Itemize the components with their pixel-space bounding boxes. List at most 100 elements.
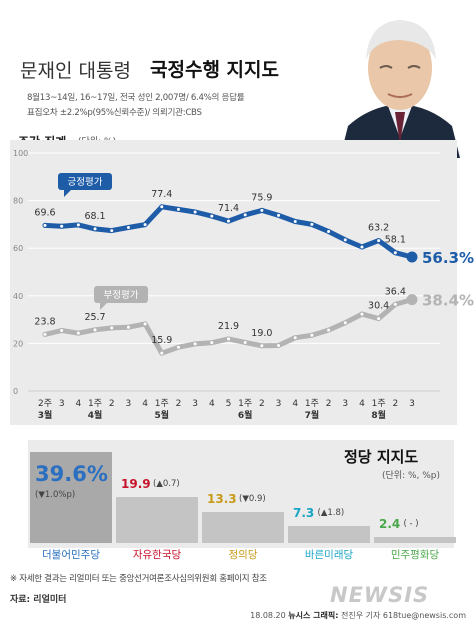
negative-point: [359, 311, 365, 317]
footer-note: ※ 자세한 결과는 리얼미터 또는 중앙선거여론조사심의위원회 홈페이지 참조: [10, 574, 267, 584]
negative-point: [406, 294, 418, 306]
positive-point: [259, 207, 265, 213]
party-change-label: (▼1.0%p): [35, 489, 76, 500]
newsis-watermark: NEWSIS: [330, 583, 430, 607]
party-bar: [202, 512, 284, 543]
negative-point: [276, 343, 282, 349]
negative-point: [376, 316, 382, 322]
negative-point: [59, 328, 65, 334]
party-change-label: (▲0.7): [153, 479, 180, 490]
party-bar: [374, 537, 456, 543]
negative-point: [75, 330, 81, 336]
positive-point: [42, 222, 48, 228]
positive-data-label: 69.6: [34, 207, 55, 218]
negative-data-label: 15.9: [151, 335, 172, 346]
y-tick-label: 40: [13, 292, 23, 301]
credit-agency: 뉴시스 그래픽:: [288, 611, 339, 620]
negative-data-label: 21.9: [218, 321, 239, 332]
x-tick-label: 3: [276, 399, 282, 409]
negative-point: [192, 341, 198, 347]
negative-data-label: 36.4: [385, 286, 406, 297]
title-bold: 국정수행 지지도: [150, 59, 279, 81]
x-tick-label: 1주: [88, 398, 102, 409]
party-value-label: 7.3: [293, 506, 315, 521]
x-tick-label: 1주: [155, 398, 169, 409]
party-change-label: ( - ): [403, 519, 419, 530]
x-tick-label: 2주: [38, 398, 52, 409]
survey-line-1: 8월13~14일, 16~17일, 전국 성인 2,007명/ 6.4%의 응답…: [27, 93, 245, 103]
negative-legend-label: 부정평가: [104, 290, 139, 301]
party-heading: 정당 지지도: [344, 448, 419, 466]
negative-legend-tag: [94, 286, 148, 303]
positive-data-label: 77.4: [151, 189, 172, 200]
positive-point: [159, 204, 165, 210]
x-tick-label: 1주: [305, 398, 319, 409]
positive-data-label: 58.1: [385, 235, 406, 246]
positive-data-label: 71.4: [218, 203, 239, 214]
negative-point: [125, 324, 131, 330]
positive-data-label: 68.1: [84, 211, 105, 222]
x-tick-label: 2: [259, 399, 265, 409]
negative-point: [109, 325, 115, 331]
party-name-label: 바른미래당: [304, 549, 354, 561]
positive-point: [326, 229, 332, 235]
x-tick-label: 1주: [238, 398, 252, 409]
x-tick-label: 4: [142, 399, 148, 409]
x-tick-label: 4: [292, 399, 298, 409]
positive-legend-pointer: [64, 190, 71, 197]
x-tick-label: 3: [342, 399, 348, 409]
negative-point: [159, 350, 165, 356]
party-change-label: (▲1.8): [317, 508, 345, 519]
y-tick-label: 60: [13, 244, 23, 253]
negative-data-label: 38.4%: [422, 292, 474, 310]
negative-point: [92, 327, 98, 333]
x-tick-label: 5: [226, 399, 232, 409]
x-month-label: 3월: [38, 409, 53, 421]
positive-point: [92, 226, 98, 232]
x-tick-label: 2: [392, 399, 398, 409]
negative-data-label: 25.7: [84, 312, 105, 323]
negative-data-label: 30.4: [368, 301, 389, 312]
negative-legend-pointer: [100, 303, 107, 310]
positive-point: [75, 222, 81, 228]
footer-source: 자료: 리얼미터: [10, 595, 67, 605]
x-month-label: 6월: [238, 409, 253, 421]
negative-point: [142, 321, 148, 327]
party-name-label: 더불어민주당: [42, 549, 100, 561]
party-name-label: 민주평화당: [390, 549, 440, 561]
party-value-label: 13.3: [207, 492, 237, 507]
x-tick-label: 4: [359, 399, 365, 409]
negative-point: [242, 339, 248, 345]
positive-point: [276, 212, 282, 218]
x-tick-label: 4: [75, 399, 81, 409]
party-unit: (단위: %, %p): [382, 471, 441, 481]
positive-point: [209, 213, 215, 219]
negative-point: [392, 301, 398, 307]
negative-point: [42, 331, 48, 337]
positive-point: [376, 238, 382, 244]
positive-data-label: 63.2: [368, 223, 389, 234]
x-tick-label: 4: [209, 399, 215, 409]
positive-point: [125, 224, 131, 230]
negative-point: [226, 336, 231, 342]
positive-point: [226, 218, 231, 224]
positive-legend-tag: [58, 173, 112, 190]
party-bar: [116, 497, 198, 543]
x-tick-label: 2: [176, 399, 182, 409]
positive-point: [142, 222, 148, 228]
negative-point: [309, 332, 315, 338]
party-value-label: 19.9: [121, 477, 151, 492]
x-tick-label: 2: [326, 399, 332, 409]
y-tick-label: 20: [13, 339, 23, 348]
negative-point: [209, 340, 215, 346]
negative-point: [259, 343, 265, 349]
positive-point: [192, 209, 198, 215]
y-tick-label: 80: [13, 197, 23, 206]
positive-point: [59, 223, 65, 229]
x-tick-label: 3: [409, 399, 415, 409]
negative-point: [342, 320, 348, 326]
positive-point: [406, 251, 418, 263]
title-plain: 문재인 대통령: [20, 60, 131, 82]
